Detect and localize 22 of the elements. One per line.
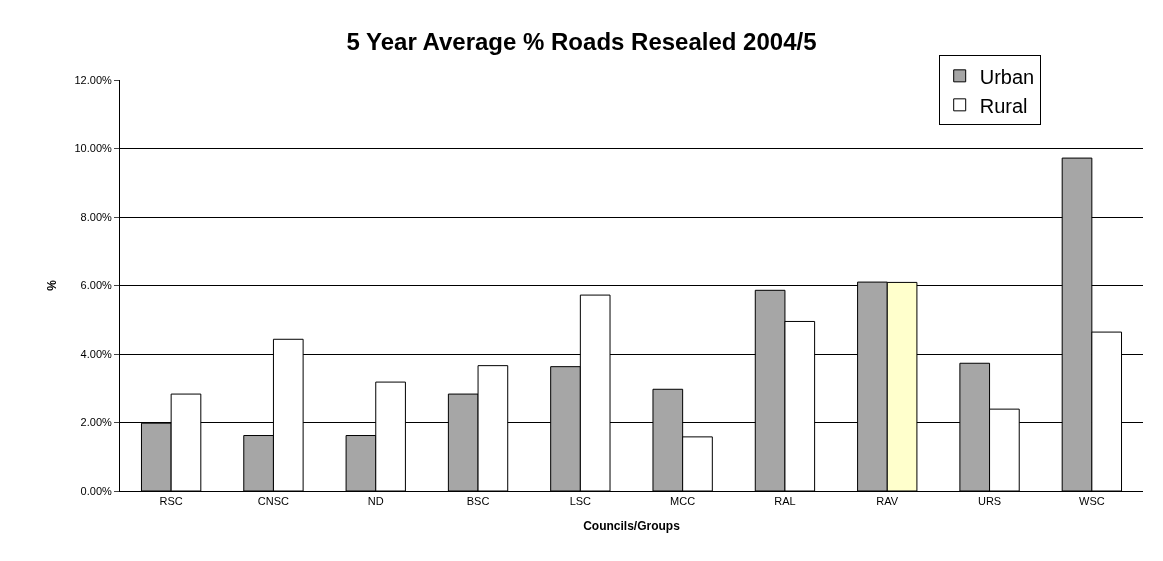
x-tick-label: URS	[977, 495, 1002, 508]
legend-label: Rural	[979, 94, 1028, 117]
x-tick-label: ND	[367, 495, 384, 508]
x-axis-title: Councils/Groups	[583, 519, 681, 534]
x-tick-label: MCC	[670, 495, 696, 508]
y-tick-label: 0.00%	[80, 484, 113, 497]
y-tick-label: 10.00%	[74, 142, 113, 155]
x-tick-label: BSC	[466, 495, 490, 508]
y-tick-label: 2.00%	[80, 416, 113, 429]
x-tick-label: LSC	[569, 495, 592, 508]
x-tick-label: RAL	[774, 495, 796, 508]
x-tick-label: WSC	[1079, 495, 1105, 508]
legend-label: Urban	[979, 65, 1035, 88]
y-tick-label: 12.00%	[74, 73, 113, 86]
x-tick-label: RSC	[159, 495, 183, 508]
x-tick-label: CNSC	[257, 495, 290, 508]
x-tick-label: RAV	[876, 495, 899, 508]
chart-title: 5 Year Average % Roads Resealed 2004/5	[346, 28, 817, 56]
y-tick-label: 4.00%	[80, 347, 113, 360]
y-axis-title: %	[44, 279, 59, 291]
y-tick-label: 6.00%	[80, 279, 113, 292]
y-tick-label: 8.00%	[80, 210, 113, 223]
